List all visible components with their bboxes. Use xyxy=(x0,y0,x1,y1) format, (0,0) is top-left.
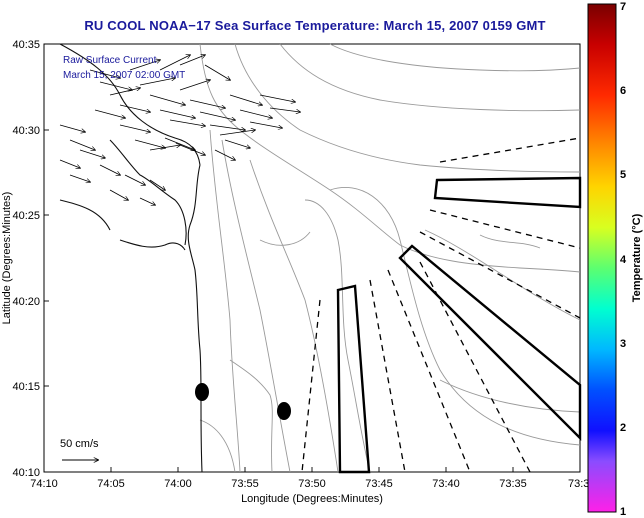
y-tick-label: 40:30 xyxy=(12,125,40,137)
x-tick-label: 73:35 xyxy=(499,478,527,490)
map-title: RU COOL NOAA−17 Sea Surface Temperature:… xyxy=(84,18,546,33)
y-tick-label: 40:25 xyxy=(12,210,40,222)
colorbar-tick: 3 xyxy=(620,338,626,350)
plot-area xyxy=(43,43,581,473)
coastline xyxy=(59,43,203,473)
colorbar-tick: 6 xyxy=(620,85,626,97)
y-tick-labels: 40:35 40:30 40:25 40:20 40:15 40:10 xyxy=(12,39,40,479)
y-axis-label: Latitude (Degrees:Minutes) xyxy=(1,192,13,325)
x-tick-label: 73:45 xyxy=(365,478,393,490)
x-tick-label: 74:00 xyxy=(164,478,192,490)
colorbar-tick: 2 xyxy=(620,422,626,434)
legend-current-label: Raw Surface Current xyxy=(63,55,157,66)
y-tick-label: 40:35 xyxy=(12,39,40,51)
x-tick-label: 74:05 xyxy=(97,478,125,490)
colorbar-label: Temperature (°C) xyxy=(631,213,643,302)
colorbar-tick: 1 xyxy=(620,506,626,518)
colorbar xyxy=(587,3,617,513)
x-tick-label: 73:40 xyxy=(432,478,460,490)
x-tick-label: 73:3 xyxy=(568,478,589,490)
colorbar-tick: 7 xyxy=(620,1,626,13)
mooring-marker xyxy=(277,402,291,420)
axis-ticks xyxy=(43,43,514,473)
surface-current-vectors xyxy=(59,55,300,205)
y-tick-label: 40:10 xyxy=(12,467,40,479)
x-tick-labels: 74:10 74:05 74:00 73:55 73:50 73:45 73:4… xyxy=(30,478,589,490)
x-tick-label: 73:50 xyxy=(298,478,326,490)
colorbar-tick: 5 xyxy=(620,169,626,181)
x-tick-label: 73:55 xyxy=(231,478,259,490)
y-tick-label: 40:15 xyxy=(12,381,40,393)
bathymetry-contours xyxy=(199,43,581,473)
colorbar-ticks: 7 6 5 4 3 2 1 xyxy=(620,1,627,518)
colorbar-tick: 4 xyxy=(620,254,627,266)
x-tick-label: 74:10 xyxy=(30,478,58,490)
transect-lines xyxy=(301,137,581,473)
x-axis-label: Longitude (Degrees:Minutes) xyxy=(241,493,383,505)
glider-boxes xyxy=(336,176,582,474)
legend-current-time: March 15, 2007 02:00 GMT xyxy=(63,70,185,81)
mooring-marker xyxy=(195,383,209,401)
y-tick-label: 40:20 xyxy=(12,296,40,308)
scale-label: 50 cm/s xyxy=(60,438,99,450)
